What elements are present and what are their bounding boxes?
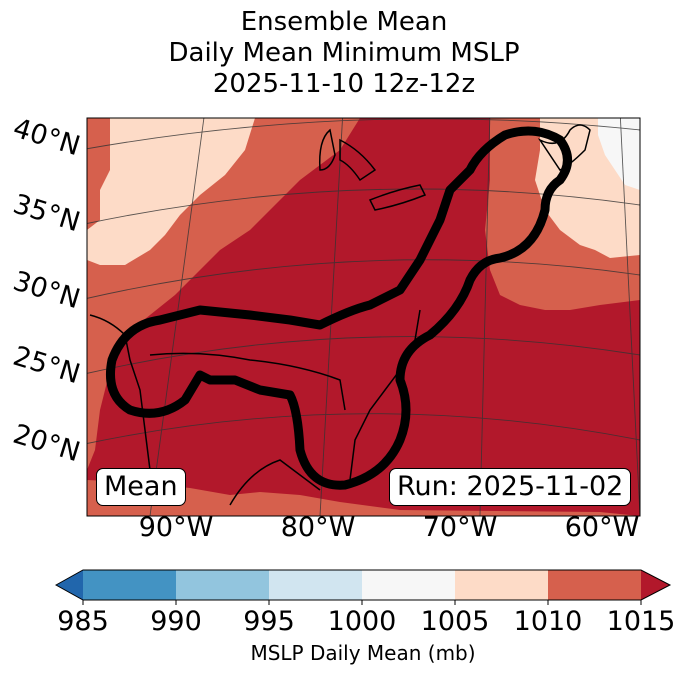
colorbar-bin-1000-1005 (362, 570, 456, 600)
colorbar-extend-low (56, 570, 83, 600)
title-line-3: 2025-11-10 12z-12z (212, 69, 476, 99)
min-mslp-contour (106, 126, 572, 490)
title-line-2: Daily Mean Minimum MSLP (168, 38, 520, 68)
lon-label-80w: 80°W (280, 512, 356, 543)
graticule (87, 118, 640, 516)
fill-1005-1010-south (87, 480, 640, 516)
colorbar-bin-1005-1010 (455, 570, 549, 600)
colorbar-extend-high (641, 570, 670, 600)
lon-label-90w: 90°W (138, 512, 214, 543)
colorbar-bin-1010-1015 (548, 570, 642, 600)
colorbar-tick-label: 990 (150, 606, 202, 637)
colorbar-tick-label: 1010 (513, 606, 583, 637)
colorbar-tick-label: 1000 (327, 606, 397, 637)
run-date-box: Run: 2025-11-02 (389, 468, 632, 506)
colorbar-bin-995-1000 (269, 570, 363, 600)
colorbar-tick-label: 1015 (606, 606, 676, 637)
colorbar-bin-985-990 (83, 570, 177, 600)
lon-label-60w: 60°W (564, 512, 640, 543)
colorbar-tick-label: 985 (57, 606, 109, 637)
mean-label-box: Mean (96, 468, 186, 506)
map-panel (86, 117, 641, 517)
map-frame (86, 117, 641, 517)
colorbar-tick-label: 995 (243, 606, 295, 637)
colorbar-tick-label: 1005 (420, 606, 490, 637)
lon-label-70w: 70°W (422, 512, 498, 543)
fill-995-1000-east (598, 118, 640, 190)
title-line-1: Ensemble Mean (240, 7, 448, 37)
colorbar (54, 569, 672, 605)
colorbar-bin-990-995 (176, 570, 270, 600)
fill-1000-1005-west (87, 118, 255, 265)
colorbar-label: MSLP Daily Mean (mb) (250, 641, 476, 665)
